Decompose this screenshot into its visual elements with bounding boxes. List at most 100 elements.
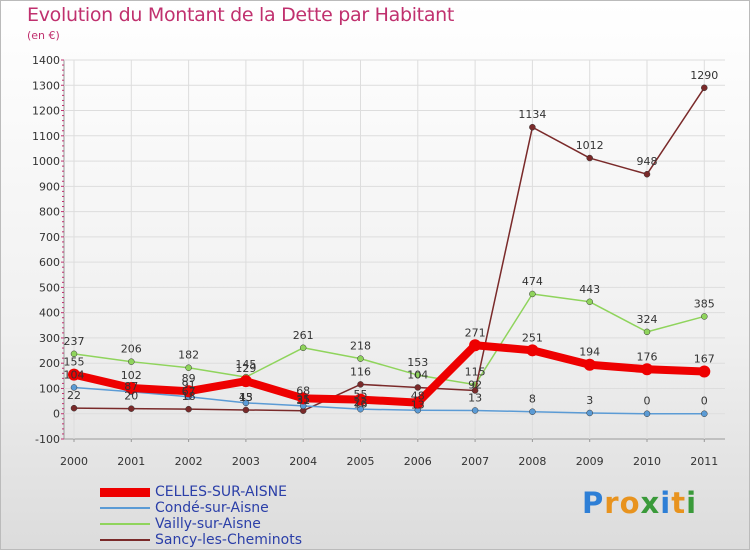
y-tick-label: 1100 xyxy=(32,130,60,143)
x-tick-label: 2000 xyxy=(60,455,88,468)
y-tick-label: 500 xyxy=(39,281,60,294)
data-point xyxy=(239,375,252,388)
legend-swatch xyxy=(100,487,150,497)
data-point xyxy=(471,387,479,394)
data-label: 91 xyxy=(182,379,196,392)
y-tick-label: 800 xyxy=(39,206,60,219)
y-tick-label: 600 xyxy=(39,256,60,269)
data-label: 129 xyxy=(235,362,256,375)
data-label: 1012 xyxy=(576,139,604,152)
data-label: 43 xyxy=(239,391,253,404)
data-point xyxy=(185,364,192,371)
data-point xyxy=(414,371,422,379)
logo-letter: P xyxy=(582,486,605,520)
data-label: 116 xyxy=(350,365,371,378)
data-point xyxy=(701,410,708,417)
data-label: 13 xyxy=(411,398,425,411)
legend-item: Condé-sur-Aisne xyxy=(100,500,360,516)
data-label: 35 xyxy=(296,393,310,406)
data-label: 237 xyxy=(64,335,85,348)
data-point xyxy=(354,393,367,406)
legend-label: CELLES-SUR-AISNE xyxy=(155,484,287,500)
data-point xyxy=(414,384,422,391)
data-point xyxy=(125,381,138,394)
data-label: 176 xyxy=(637,350,658,363)
logo-letter: x xyxy=(640,486,661,520)
data-label: 16 xyxy=(354,398,368,411)
data-label: 948 xyxy=(637,155,658,168)
data-point xyxy=(643,170,651,178)
legend-item: Vailly-sur-Aisne xyxy=(100,516,360,532)
logo-letter: i xyxy=(686,486,698,520)
data-point xyxy=(471,407,479,414)
data-label: 31 xyxy=(296,394,310,407)
data-label: 443 xyxy=(579,283,600,296)
data-label: 89 xyxy=(182,372,196,385)
data-point xyxy=(643,328,651,336)
data-label: 102 xyxy=(121,369,142,382)
data-point xyxy=(529,123,536,131)
legend: CELLES-SUR-AISNE Condé-sur-Aisne Vailly-su… xyxy=(100,484,360,548)
legend-swatch xyxy=(100,507,150,509)
chart-title: Evolution du Montant de la Dette par Hab… xyxy=(27,4,455,26)
data-label: 0 xyxy=(644,395,651,408)
y-tick-label: -100 xyxy=(35,433,60,446)
data-label: 8 xyxy=(529,393,536,406)
x-tick-label: 2006 xyxy=(404,455,432,468)
data-point xyxy=(526,344,539,357)
x-tick-label: 2002 xyxy=(175,455,203,468)
data-label: 15 xyxy=(239,391,253,404)
data-label: 155 xyxy=(64,356,85,369)
data-label: 115 xyxy=(465,366,486,379)
series-line xyxy=(73,386,706,415)
data-label: 3 xyxy=(586,394,593,407)
data-label: 182 xyxy=(178,349,199,362)
data-point xyxy=(297,392,310,405)
data-label: 68 xyxy=(296,385,310,398)
data-point xyxy=(698,365,711,378)
data-label: 23 xyxy=(354,396,368,409)
legend-label: Sancy-les-Cheminots xyxy=(155,532,302,548)
x-tick-label: 2010 xyxy=(633,455,661,468)
data-point xyxy=(185,405,192,413)
y-tick-label: 100 xyxy=(39,382,60,395)
y-tick-label: 1200 xyxy=(32,105,60,118)
series-line xyxy=(73,293,706,386)
logo-letter: i xyxy=(660,486,672,520)
y-tick-label: 300 xyxy=(39,332,60,345)
data-label: 206 xyxy=(121,343,142,356)
data-label: 22 xyxy=(67,389,81,402)
data-label: 145 xyxy=(235,358,256,371)
data-label: 271 xyxy=(465,326,486,339)
x-tick-label: 2008 xyxy=(518,455,546,468)
data-point xyxy=(529,408,536,415)
data-point xyxy=(128,358,135,365)
data-label: 67 xyxy=(182,385,196,398)
data-point xyxy=(242,399,250,407)
legend-label: Vailly-sur-Aisne xyxy=(155,516,261,532)
data-point xyxy=(586,298,593,306)
y-tick-label: 0 xyxy=(53,408,60,421)
data-label: 1134 xyxy=(518,108,546,121)
logo-letter: o xyxy=(619,486,641,520)
data-point xyxy=(529,290,536,298)
data-label: 261 xyxy=(293,329,314,342)
data-label: 48 xyxy=(411,390,425,403)
chart-subtitle: (en €) xyxy=(27,29,60,42)
data-point xyxy=(701,313,708,320)
legend-swatch xyxy=(100,539,150,541)
data-label: 194 xyxy=(579,346,600,359)
data-point xyxy=(68,368,80,381)
data-label: 385 xyxy=(694,297,715,310)
data-point xyxy=(70,404,78,412)
x-tick-label: 2004 xyxy=(289,455,317,468)
data-label: 0 xyxy=(701,395,708,408)
data-point xyxy=(70,350,78,358)
data-point xyxy=(641,363,653,376)
data-point xyxy=(583,358,596,371)
y-tick-label: 900 xyxy=(39,180,60,193)
data-point xyxy=(70,384,78,391)
legend-item: CELLES-SUR-AISNE xyxy=(100,484,360,500)
x-tick-label: 2005 xyxy=(347,455,375,468)
